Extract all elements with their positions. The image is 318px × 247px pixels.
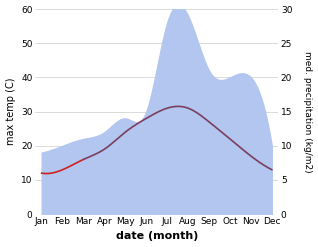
X-axis label: date (month): date (month) [115, 231, 198, 242]
Y-axis label: med. precipitation (kg/m2): med. precipitation (kg/m2) [303, 51, 313, 172]
Y-axis label: max temp (C): max temp (C) [5, 78, 16, 145]
